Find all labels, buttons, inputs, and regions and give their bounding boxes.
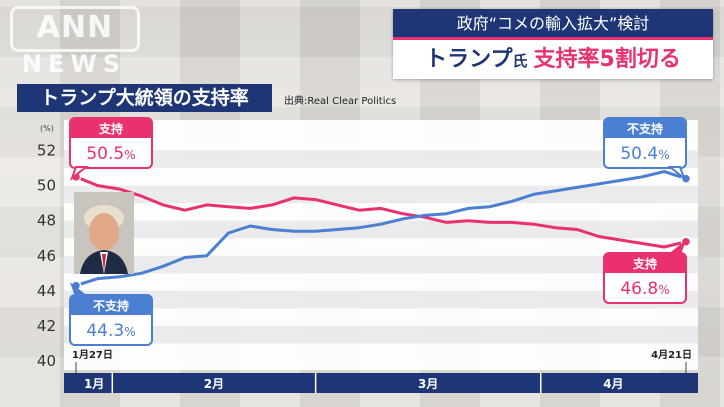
disapprove-start-callout-label: 不支持: [93, 298, 129, 313]
grid-band: [64, 325, 698, 344]
series-line-0: [74, 175, 688, 249]
trump-portrait-image: [74, 192, 134, 274]
headline-top: 政府“コメの輸入拡大”検討: [393, 9, 713, 39]
disapprove-end-callout: 不支持 50.4%: [603, 117, 687, 181]
news-logo: NEWS: [21, 50, 127, 78]
chart-title: トランプ大統領の支持率: [17, 84, 272, 112]
approve-start-callout-pointer: [69, 166, 89, 181]
approve-end-callout-header: [605, 254, 685, 273]
disapprove-end-callout-value-text: 50.4%: [620, 144, 669, 164]
ann-news-watermark: ANN NEWS: [10, 6, 140, 80]
disapprove-start-callout-pointer: [69, 282, 89, 297]
start-date-label: 1月27日: [72, 349, 113, 361]
approve-end-callout-unit: %: [658, 283, 669, 297]
headline-suffix: 氏: [512, 52, 528, 70]
y-tick-label-50: 50: [37, 177, 56, 195]
headline-name: トランプ: [425, 47, 513, 72]
plot-background: [64, 120, 698, 370]
disapprove-end-callout-value: 50.4: [620, 144, 658, 164]
disapprove-end-callout-label: 不支持: [627, 121, 663, 136]
y-tick-label-46: 46: [37, 247, 56, 265]
source-label: 出典:Real Clear Politics: [284, 96, 397, 107]
series-line-1: [74, 170, 688, 288]
grid-band: [64, 150, 698, 169]
month-axis: 1月 2月 3月 4月: [64, 373, 698, 393]
approve-end-callout-value: 46.8: [620, 279, 658, 299]
headline-accent-bar: [393, 37, 713, 40]
y-axis: (%) 40 42 44 46 48 50 52 1月27日 4月21日: [37, 124, 692, 373]
disapprove-start-callout: 不支持 44.3%: [69, 282, 153, 346]
y-tick-label-44: 44: [37, 282, 56, 300]
headline-highlight: 支持率5割切る: [533, 47, 681, 72]
month-label: 4月: [603, 377, 623, 391]
headline-box: 政府“コメの輸入拡大”検討 トランプ氏 支持率5割切る: [393, 9, 713, 79]
disapprove-end-callout-unit: %: [658, 148, 669, 162]
approve-end-callout: 支持 46.8%: [603, 240, 687, 304]
headline-bottom: トランプ氏 支持率5割切る: [393, 40, 713, 79]
approve-end-callout-pointer: [667, 240, 687, 255]
disapprove-start-callout-unit: %: [124, 325, 135, 339]
grid-bands: [64, 120, 698, 370]
ann-logo: ANN: [10, 6, 140, 52]
y-tick-label-48: 48: [37, 212, 56, 230]
end-date-label: 4月21日: [651, 349, 692, 361]
approve-start-callout: 支持 50.5%: [69, 117, 153, 181]
grid-band: [64, 185, 698, 204]
approve-end-callout-value-text: 46.8%: [620, 279, 669, 299]
approve-end-callout-label: 支持: [632, 256, 657, 271]
month-label: 2月: [204, 377, 224, 391]
y-tick-label-52: 52: [37, 142, 56, 160]
disapprove-start-callout-value-text: 44.3%: [86, 321, 135, 341]
approve-start-callout-unit: %: [124, 148, 135, 162]
approve-start-callout-value-text: 50.5%: [86, 144, 135, 164]
month-label: 3月: [418, 377, 438, 391]
disapprove-end-callout-header: [605, 119, 685, 138]
approve-start-callout-header: [71, 119, 151, 138]
month-bar: [64, 373, 698, 393]
y-tick-label-42: 42: [37, 317, 56, 335]
disapprove-end-callout-pointer: [667, 166, 687, 181]
month-label: 1月: [84, 377, 104, 391]
y-tick-label-40: 40: [37, 352, 56, 370]
approve-start-callout-label: 支持: [98, 121, 123, 136]
grid-band: [64, 290, 698, 309]
disapprove-start-callout-value: 44.3: [86, 321, 124, 341]
y-unit-label: (%): [40, 124, 54, 133]
disapprove-start-callout-header: [71, 296, 151, 315]
approve-start-callout-value: 50.5: [86, 144, 124, 164]
grid-band: [64, 255, 698, 274]
